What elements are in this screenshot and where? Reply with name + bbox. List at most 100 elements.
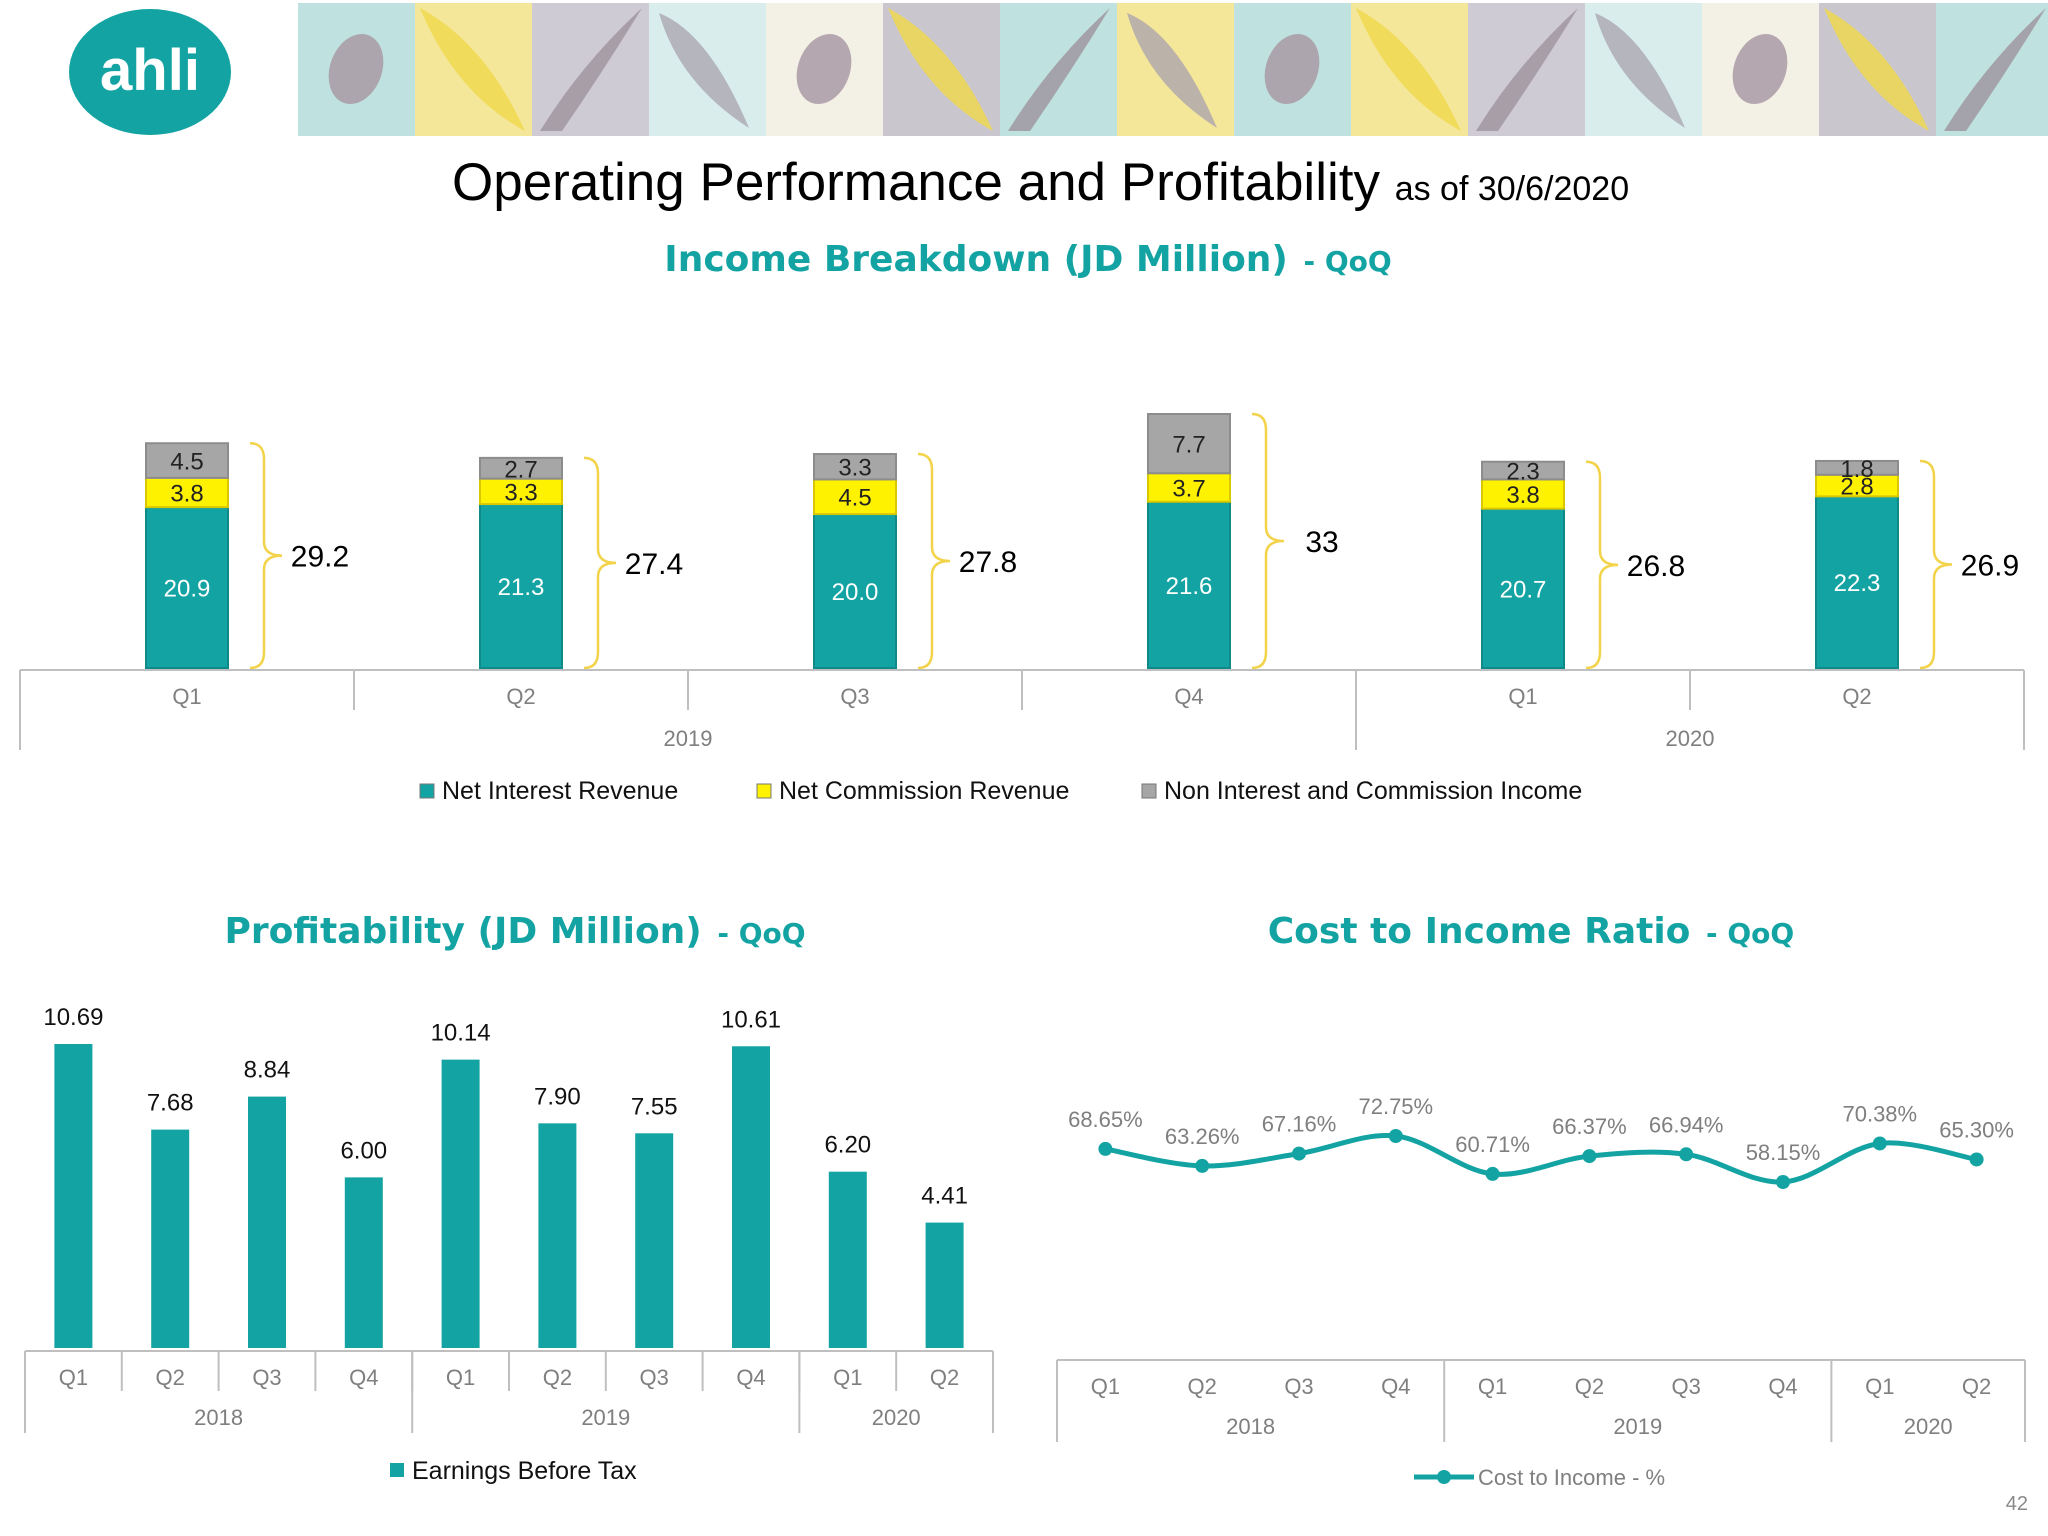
profit-group-label: 2020 <box>872 1405 921 1430</box>
profit-data-label: 10.69 <box>43 1004 103 1031</box>
profit-bar <box>925 1222 964 1348</box>
banner-shape <box>1824 8 1929 131</box>
profit-category-label: Q4 <box>736 1365 765 1390</box>
page-title-main: Operating Performance and Profitability <box>452 153 1380 212</box>
income-bar-segment <box>813 478 897 516</box>
ratio-data-label: 65.30% <box>1939 1117 2014 1142</box>
profit-category-label: Q4 <box>349 1365 378 1390</box>
income-category-label: Q3 <box>840 684 869 709</box>
profit-category-label: Q2 <box>156 1365 185 1390</box>
ratio-category-label: Q1 <box>1091 1374 1120 1399</box>
ratio-point <box>1485 1166 1500 1181</box>
income-legend-swatch <box>1141 783 1157 799</box>
income-category-label: Q2 <box>1842 684 1871 709</box>
ratio-point <box>1969 1152 1984 1167</box>
profit-bar <box>635 1133 674 1348</box>
income-data-label: 20.0 <box>832 579 879 606</box>
income-legend-label: Net Interest Revenue <box>442 777 678 805</box>
profit-bar <box>344 1177 383 1348</box>
income-breakdown-chart: Income Breakdown (JD Million) - QoQ 20.9… <box>19 239 2025 805</box>
income-chart-title: Income Breakdown (JD Million) - QoQ <box>664 239 1391 280</box>
income-data-label: 1.8 <box>1840 456 1873 483</box>
income-bar-segment <box>479 456 563 480</box>
profit-data-label: 8.84 <box>244 1057 291 1084</box>
banner-shape <box>1127 13 1217 128</box>
ratio-point <box>1776 1175 1790 1189</box>
income-group-label: 2019 <box>664 726 713 751</box>
ratio-data-label: 67.16% <box>1262 1112 1337 1137</box>
profit-group-label: 2019 <box>581 1405 630 1430</box>
profit-category-label: Q2 <box>543 1365 572 1390</box>
income-data-label: 4.5 <box>838 485 871 512</box>
profit-bar <box>828 1171 867 1348</box>
ratio-chart-title-suffix: - QoQ <box>1706 917 1794 950</box>
income-data-label: 21.6 <box>1166 573 1213 600</box>
profit-data-label: 4.41 <box>921 1183 968 1210</box>
profit-data-label: 7.90 <box>534 1083 581 1110</box>
income-data-label: 3.8 <box>170 481 203 508</box>
logo-text: ahli <box>100 38 200 103</box>
ratio-legend-label: Cost to Income - % <box>1478 1465 1665 1490</box>
income-legend-swatch <box>756 783 772 799</box>
income-bar-segment <box>1147 413 1231 475</box>
income-category-label: Q1 <box>172 684 201 709</box>
profit-chart-title-main: Profitability (JD Million) <box>224 911 701 952</box>
income-total-brace <box>917 452 951 670</box>
ratio-point <box>1195 1158 1210 1173</box>
income-data-label: 2.7 <box>504 456 537 483</box>
income-total-label: 33 <box>1305 526 1338 559</box>
ratio-category-label: Q4 <box>1381 1374 1410 1399</box>
income-total-label: 26.8 <box>1627 550 1685 583</box>
profit-category-label: Q1 <box>59 1365 88 1390</box>
income-bar-segment <box>813 453 897 481</box>
banner-shape <box>328 34 384 104</box>
income-category-label: Q2 <box>506 684 535 709</box>
income-total-label: 27.4 <box>625 548 683 581</box>
profit-bar <box>538 1123 577 1348</box>
profit-data-label: 7.68 <box>147 1090 194 1117</box>
ratio-point <box>1872 1136 1887 1151</box>
income-data-label: 3.3 <box>504 479 537 506</box>
income-bar-segment <box>145 506 229 669</box>
income-bar-segment <box>479 477 563 506</box>
banner-shape <box>888 8 993 131</box>
ratio-point <box>1388 1129 1403 1143</box>
ratio-category-label: Q2 <box>1962 1374 1991 1399</box>
ratio-chart-title-main: Cost to Income Ratio <box>1268 911 1691 952</box>
income-chart-title-main: Income Breakdown (JD Million) <box>664 239 1288 280</box>
income-data-label: 20.9 <box>164 576 211 603</box>
ratio-category-label: Q2 <box>1575 1374 1604 1399</box>
income-bar-segment <box>479 503 563 669</box>
ratio-data-label: 68.65% <box>1068 1107 1143 1132</box>
ratio-point <box>1582 1149 1597 1164</box>
ratio-legend-marker <box>1437 1470 1451 1484</box>
income-group-label: 2020 <box>1666 726 1715 751</box>
ahli-logo: ahli <box>69 9 231 135</box>
profit-legend-label: Earnings Before Tax <box>412 1457 637 1485</box>
ratio-data-label: 66.94% <box>1649 1112 1724 1137</box>
income-data-label: 4.5 <box>170 449 203 476</box>
income-bar-segment <box>1815 459 1899 476</box>
ratio-data-label: 60.71% <box>1455 1132 1530 1157</box>
page-number: 42 <box>2005 1493 2028 1515</box>
ratio-point <box>1292 1146 1306 1161</box>
income-chart-title-suffix: - QoQ <box>1303 245 1391 278</box>
profit-category-label: Q1 <box>446 1365 475 1390</box>
banner-shape <box>659 13 749 128</box>
ratio-data-label: 70.38% <box>1842 1101 1917 1126</box>
profit-bar <box>441 1059 480 1348</box>
profit-bar <box>248 1096 286 1348</box>
ratio-series-line <box>1104 1133 1978 1185</box>
income-bar-segment <box>1481 460 1565 481</box>
profit-category-label: Q2 <box>930 1365 959 1390</box>
ratio-group-label: 2019 <box>1613 1414 1662 1439</box>
ratio-category-label: Q3 <box>1284 1374 1313 1399</box>
ratio-group-label: 2020 <box>1904 1414 1953 1439</box>
income-total-brace <box>1251 412 1285 670</box>
page-title-date: as of 30/6/2020 <box>1394 170 1630 208</box>
banner-shape <box>540 8 642 131</box>
income-total-label: 29.2 <box>291 541 349 574</box>
banner-shape <box>796 34 852 104</box>
